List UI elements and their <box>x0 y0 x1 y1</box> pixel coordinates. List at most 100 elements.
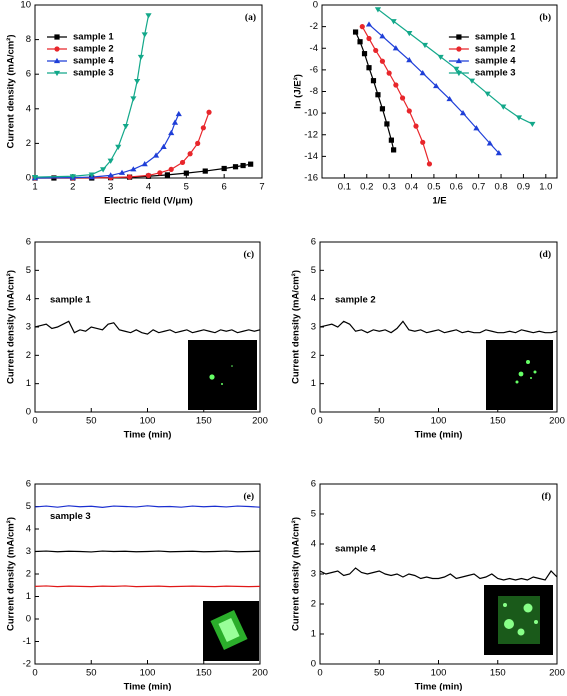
marker <box>392 45 399 51</box>
marker <box>437 54 444 61</box>
x-axis-label: Time (min) <box>415 682 463 691</box>
marker <box>446 95 453 102</box>
y-tick-label: 2 <box>311 350 316 361</box>
marker <box>515 115 523 121</box>
y-tick-label: -8 <box>310 86 318 97</box>
x-tick-label: 200 <box>252 416 268 427</box>
panel-label: (d) <box>539 249 551 260</box>
emission-spot <box>517 628 525 636</box>
marker <box>100 167 107 173</box>
marker <box>240 162 246 169</box>
marker <box>164 172 171 178</box>
marker <box>419 69 426 76</box>
series-line <box>34 550 261 553</box>
legend-marker <box>455 57 462 64</box>
marker <box>468 78 476 84</box>
x-tick-label: 0.3 <box>383 182 396 193</box>
x-tick-label: 150 <box>196 668 212 679</box>
marker <box>195 140 201 146</box>
x-tick-label: 0 <box>317 416 322 427</box>
emission-spot <box>231 365 233 367</box>
marker <box>375 92 381 98</box>
x-tick-label: 150 <box>490 668 506 679</box>
emission-spot <box>515 380 519 384</box>
marker <box>420 139 426 145</box>
legend-marker <box>54 46 60 52</box>
x-tick-label: 0 <box>32 668 37 679</box>
y-tick-label: 2 <box>311 599 316 610</box>
marker <box>221 165 227 172</box>
x-tick-label: 0.4 <box>405 182 418 193</box>
x-tick-label: 150 <box>196 416 212 427</box>
marker <box>145 172 152 179</box>
panel-label: (c) <box>243 249 254 260</box>
marker <box>145 13 152 19</box>
marker <box>171 119 179 125</box>
x-tick-label: 0.1 <box>338 182 351 193</box>
legend-marker <box>456 46 462 52</box>
marker <box>366 65 372 71</box>
y-tick-label: 6 <box>26 69 31 80</box>
marker <box>453 66 460 72</box>
y-tick-label: -12 <box>304 129 318 140</box>
legend-label: sample 2 <box>73 44 114 55</box>
series-line <box>319 567 558 581</box>
marker <box>399 95 406 101</box>
marker <box>248 161 254 167</box>
marker <box>160 143 167 149</box>
y-tick-label: -2 <box>310 21 318 32</box>
marker <box>433 82 440 89</box>
y-tick-label: 2 <box>26 569 31 580</box>
marker <box>157 170 163 176</box>
x-tick-label: 200 <box>252 668 268 679</box>
y-tick-label: 3 <box>26 322 31 333</box>
marker <box>183 170 189 176</box>
y-tick-label: 4 <box>26 524 31 535</box>
emission-spot <box>533 370 537 374</box>
x-tick-label: 100 <box>431 668 447 679</box>
marker <box>421 42 429 49</box>
marker <box>379 106 386 112</box>
x-tick-label: 200 <box>549 668 565 679</box>
marker <box>379 58 386 64</box>
x-tick-label: 100 <box>140 668 156 679</box>
y-tick-label: 5 <box>26 265 31 276</box>
x-tick-label: 100 <box>140 416 156 427</box>
x-tick-label: 0.5 <box>427 182 440 193</box>
marker <box>459 110 467 116</box>
marker <box>406 31 413 37</box>
marker <box>206 109 212 115</box>
y-axis-label: ln (J/E²) <box>293 74 304 109</box>
marker <box>130 96 137 102</box>
y-tick-label: 4 <box>311 539 316 550</box>
marker <box>426 161 433 167</box>
y-tick-label: 6 <box>26 479 31 490</box>
x-axis-label: 1/E <box>432 196 446 207</box>
y-tick-label: -16 <box>304 173 318 184</box>
y-axis-label: Current density (mA/cm²) <box>291 517 302 631</box>
marker <box>130 166 137 172</box>
x-tick-label: 2 <box>70 182 75 193</box>
marker <box>126 174 133 180</box>
x-tick-label: 4 <box>146 182 151 193</box>
y-tick-label: 2 <box>26 138 31 149</box>
legend-label: sample 2 <box>475 44 516 55</box>
x-tick-label: 5 <box>184 182 189 193</box>
y-tick-label: 2 <box>26 350 31 361</box>
y-tick-label: 4 <box>311 293 316 304</box>
marker <box>69 174 76 180</box>
marker <box>88 172 95 178</box>
x-tick-label: 1.0 <box>539 182 552 193</box>
annotation: sample 4 <box>335 543 376 554</box>
y-tick-label: 0 <box>313 0 318 11</box>
y-tick-label: -4 <box>310 43 318 54</box>
marker <box>500 104 507 110</box>
x-tick-label: 1 <box>32 182 37 193</box>
y-tick-label: 6 <box>26 237 31 248</box>
y-tick-label: -2 <box>23 659 31 670</box>
marker <box>495 150 502 156</box>
marker <box>187 151 193 157</box>
marker <box>115 144 122 150</box>
x-tick-label: 150 <box>490 416 506 427</box>
